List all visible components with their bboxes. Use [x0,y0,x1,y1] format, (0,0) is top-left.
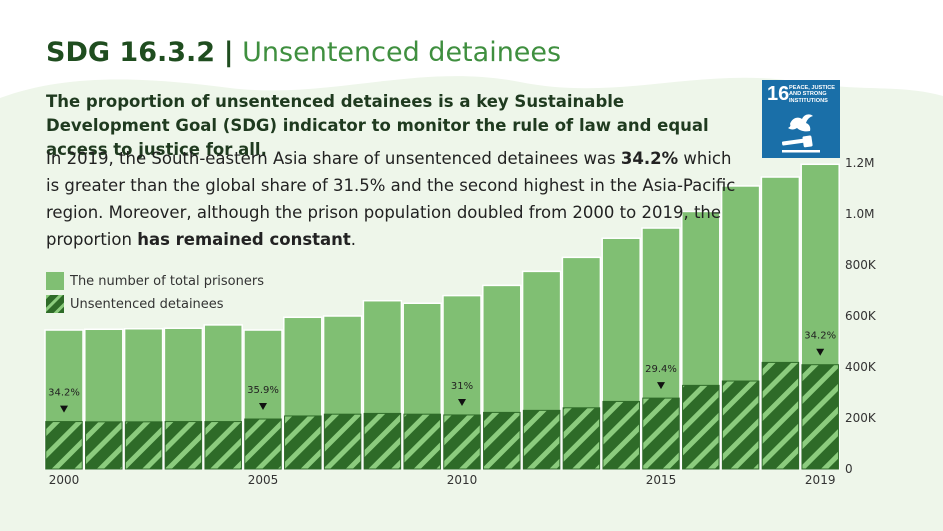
bar-unsentenced-2015 [642,397,680,470]
bar-unsentenced-2017 [721,380,760,470]
legend-item-unsentenced: Unsentenced detainees [46,293,264,315]
annotation-marker-2000 [60,405,68,413]
bar-unsentenced-2009 [403,413,441,470]
title-code: SDG 16.3.2 [46,37,216,68]
bar-unsentenced-2006 [284,415,322,470]
bar-unsentenced-2005 [244,418,282,470]
title-separator: | [223,37,234,68]
sdg-badge-number: 16 [767,83,790,105]
share-annotations: 34.2% 35.9% 31% 29.4% 34.2% [48,331,836,413]
x-tick-label-2005: 2005 [248,473,279,487]
bar-unsentenced-2003 [164,421,203,470]
legend-swatch-unsentenced [46,295,64,313]
bar-unsentenced-2004 [204,421,242,470]
x-tick-label-2010: 2010 [447,473,478,487]
body-part-2: which is greater than the global share o… [46,149,736,249]
bar-unsentenced-2000 [45,421,83,470]
body-part-1: In 2019, the South-eastern Asia share of… [46,149,621,168]
body-highlight-constant: has remained constant [137,230,351,249]
body-part-3: . [350,230,357,249]
y-tick-label-800K: 800K [845,258,877,272]
y-axis: 0 200K 400K 600K 800K 1.0M 1.2M [845,156,877,476]
bar-unsentenced-2016 [682,384,720,470]
annotation-label-2000: 34.2% [48,388,80,399]
series-unsentenced-detainees [45,361,839,470]
bar-unsentenced-2008 [363,412,402,470]
page-title: SDG 16.3.2 | Unsentenced detainees [46,36,561,70]
body-paragraph: In 2019, the South-eastern Asia share of… [46,145,746,253]
lead-paragraph: The proportion of unsentenced detainees … [46,92,709,159]
annotation-marker-2019 [816,348,825,356]
x-tick-label-2015: 2015 [646,473,677,487]
x-tick-label-2019: 2019 [805,473,836,487]
bar-unsentenced-2018 [761,361,800,470]
y-tick-label-400K: 400K [845,360,877,374]
bar-unsentenced-2011 [483,411,521,470]
x-tick-label-2000: 2000 [49,473,80,487]
annotation-label-2005: 35.9% [247,385,279,396]
y-tick-label-1.0M: 1.0M [845,207,874,221]
sdg-16-badge: 16 PEACE, JUSTICE AND STRONG INSTITUTION… [762,80,840,158]
body-highlight-share: 34.2% [620,149,679,168]
bar-unsentenced-2012 [522,409,561,470]
y-tick-label-200K: 200K [845,411,877,425]
annotation-marker-2015 [657,382,665,390]
legend-label-unsentenced: Unsentenced detainees [70,296,224,312]
annotation-marker-2005 [259,403,267,411]
annotation-label-2010: 31% [451,381,473,392]
annotation-label-2019: 34.2% [804,331,836,342]
bar-unsentenced-2014 [602,400,640,470]
bar-unsentenced-2001 [85,421,123,470]
legend-item-total: The number of total prisoners [46,270,264,292]
annotation-label-2015: 29.4% [645,364,677,375]
y-tick-label-600K: 600K [845,309,877,323]
bar-unsentenced-2010 [443,414,481,470]
bar-unsentenced-2002 [124,421,163,470]
y-tick-label-0: 0 [845,462,853,476]
bar-unsentenced-2019 [801,364,839,470]
sdg-badge-label: PEACE, JUSTICE AND STRONG INSTITUTIONS [789,85,836,104]
title-name: Unsentenced detainees [242,37,562,68]
annotation-marker-2010 [458,398,466,406]
chart-legend: The number of total prisoners Unsentence… [46,270,264,316]
x-axis: 2000 2005 2010 2015 2019 [49,473,836,487]
bar-unsentenced-2007 [323,413,362,470]
dove-gavel-icon [781,114,820,153]
legend-swatch-total [46,272,64,290]
legend-label-total: The number of total prisoners [70,273,264,289]
bar-unsentenced-2013 [562,407,601,470]
y-tick-label-1.2M: 1.2M [845,156,874,170]
